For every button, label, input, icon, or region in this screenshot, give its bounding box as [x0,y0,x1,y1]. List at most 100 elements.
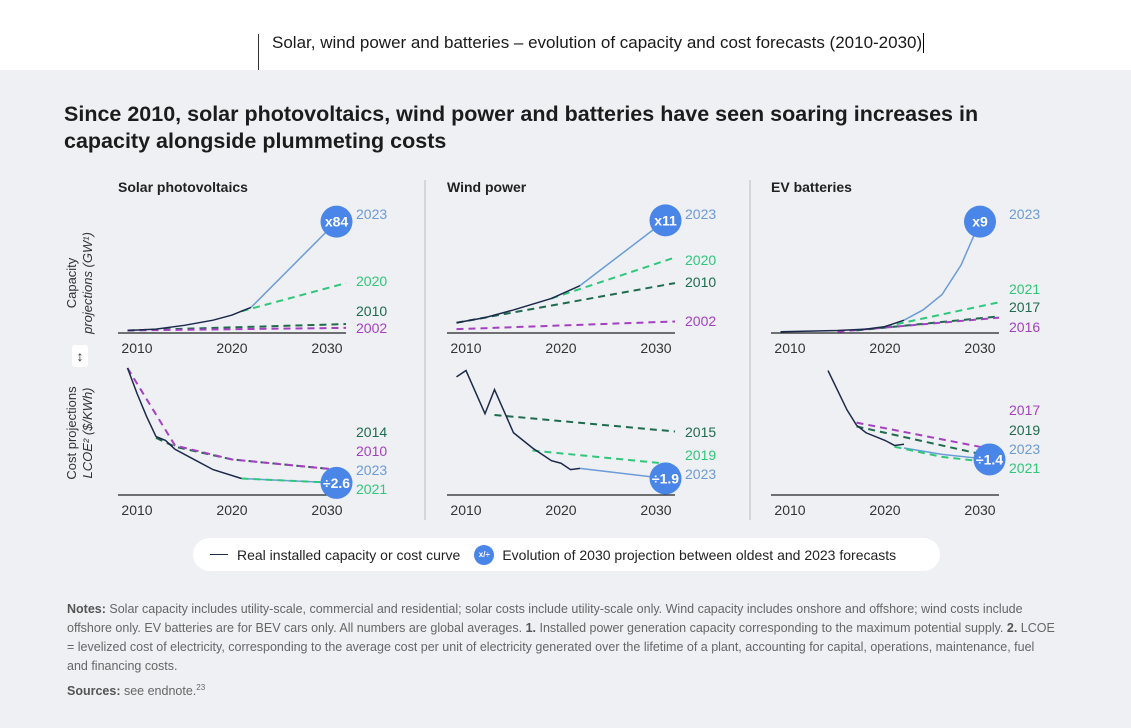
header: Solar, wind power and batteries – evolut… [0,0,1131,70]
projection-badge [973,443,1006,476]
series-label: 2023 [1009,206,1040,222]
series-line-2015 [494,413,676,433]
series-line-real [780,319,905,333]
sources-label: Sources: [67,684,121,699]
x-tick-label: 2030 [964,340,995,356]
x-tick-label: 2030 [311,502,342,518]
headline: Since 2010, solar photovoltaics, wind po… [64,102,979,153]
series-label: 2017 [1009,299,1040,315]
series-line-2023 [579,219,666,287]
legend: Real installed capacity or cost curve x/… [193,538,940,571]
x-tick-label: 2030 [640,340,671,356]
capacity-axis-label: Capacity [64,257,79,308]
series-line-2023 [903,221,981,321]
series-line-real [827,370,905,447]
series-line-2020 [241,282,347,313]
series-label: 2020 [685,252,716,268]
series-line-2021 [884,301,1000,328]
sources-text: see endnote. [120,684,197,699]
series-label: 2017 [1009,402,1040,418]
series-label: 2023 [1009,441,1040,457]
x-tick-label: 2020 [216,502,247,518]
x-tick-label: 2010 [774,502,805,518]
legend-projection-label: Evolution of 2030 projection between old… [502,546,897,563]
x-tick-label: 2010 [121,340,152,356]
projection-badge [964,205,996,238]
x-tick-label: 2010 [450,340,481,356]
series-line-2023 [250,221,338,308]
x-tick-label: 2010 [450,502,481,518]
series-line-real [126,367,242,480]
series-label: 2010 [356,443,387,459]
series-line-real [127,306,252,332]
panel-title: Wind power [447,179,527,195]
projection-badge-label: x84 [325,214,349,230]
projection-badge-label: ÷1.4 [976,451,1003,467]
x-tick-label: 2010 [121,502,152,518]
x-tick-label: 2020 [869,502,900,518]
projection-badge [320,205,353,238]
projection-badge-label: ÷1.9 [652,470,679,486]
x-tick-label: 2020 [216,340,247,356]
series-label: 2014 [356,424,387,440]
projection-badge [320,466,353,499]
series-label: 2021 [356,481,387,497]
series-label: 2021 [1009,281,1040,297]
x-tick-label: 2030 [311,340,342,356]
series-label: 2023 [356,462,387,478]
projection-badge [649,204,682,237]
page-title: Solar, wind power and batteries – evolut… [272,33,925,53]
x-tick-label: 2030 [964,502,995,518]
x-tick-label: 2010 [774,340,805,356]
notes-label: Notes: [67,602,106,616]
series-label: 2016 [1009,319,1040,335]
series-line-real [456,369,581,471]
projection-badge [649,462,682,495]
legend-badge-icon: x/÷ [474,544,495,565]
x-tick-label: 2020 [869,340,900,356]
series-label: 2023 [685,206,716,222]
projection-badge-label: x9 [972,214,988,230]
series-label: 2015 [685,424,716,440]
cost-axis-label: Cost projections [64,386,79,480]
series-label: 2023 [356,206,387,222]
series-label: 2019 [685,447,716,463]
notes: Notes: Solar capacity includes utility-s… [67,600,1057,676]
series-label: 2002 [685,313,716,329]
series-label: 2021 [1009,460,1040,476]
series-line-2020 [551,256,676,300]
series-label: 2019 [1009,422,1040,438]
divider [258,34,259,70]
series-line-real [456,284,581,324]
legend-real-line-swatch [210,553,228,556]
series-line-2010 [126,367,337,471]
capacity-axis-label: projections (GW¹) [80,232,95,335]
endnote-ref[interactable]: 23 [196,683,206,692]
panel-title: EV batteries [771,179,852,195]
x-tick-label: 2020 [545,502,576,518]
projection-badge-label: ÷2.6 [323,475,350,491]
series-line-2002 [456,320,676,331]
series-line-2017 [856,421,1000,452]
series-label: 2010 [356,303,387,319]
panel-title: Solar photovoltaics [118,179,248,195]
series-label: 2010 [685,274,716,290]
series-label: 2002 [356,320,387,336]
series-label: 2023 [685,466,716,482]
cost-axis-label: LCOE² ($/KWh) [80,387,95,478]
series-line-2019 [532,449,676,466]
notes-text: Solar capacity includes utility-scale, c… [67,602,1023,635]
note-number: 2. [1006,621,1018,635]
notes-text: Installed power generation capacity corr… [536,621,1007,635]
sources: Sources: see endnote.23 [67,683,205,698]
legend-real-label: Real installed capacity or cost curve [237,546,461,563]
notes-text: LCOE = levelized cost of electricity, co… [67,621,1055,673]
x-tick-label: 2020 [545,340,576,356]
series-line-2002 [127,326,347,332]
up-down-arrow-icon: ↕ [77,348,84,364]
series-line-2021 [241,477,337,484]
projection-badge-label: x11 [654,212,677,228]
x-tick-label: 2030 [640,502,671,518]
series-label: 2020 [356,273,387,289]
